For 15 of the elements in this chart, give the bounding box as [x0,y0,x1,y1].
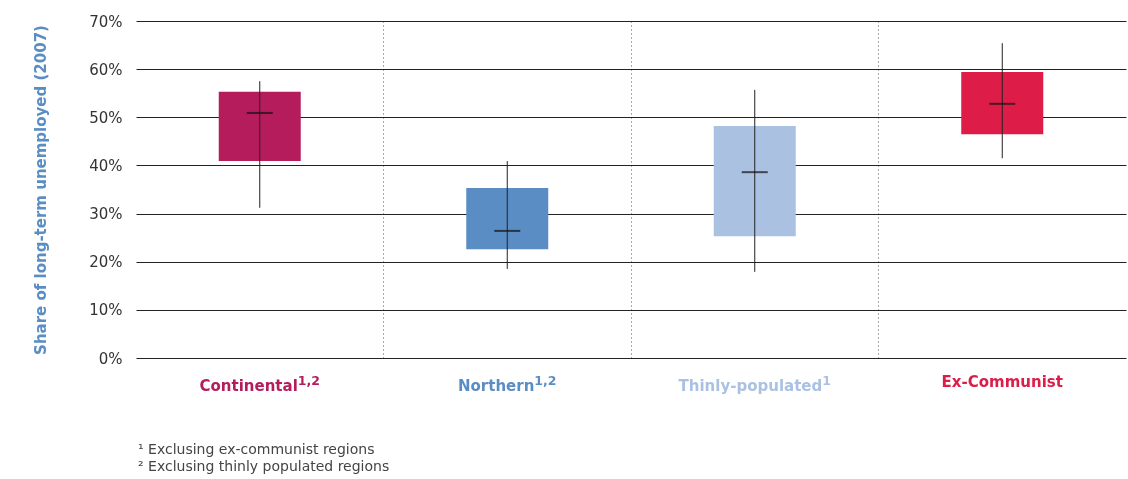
x-tick-label: Thinly-populated$^{1}$ [678,373,831,395]
x-tick-label: Northern$^{1,2}$ [457,373,557,395]
y-tick-label: 10% [89,301,123,320]
y-tick-label: 30% [89,205,123,224]
y-tick-label: 50% [89,108,123,127]
x-tick-label: Continental$^{1,2}$ [199,373,320,395]
y-tick-label: 20% [89,253,123,272]
text: ² Exclusing thinly populated regions [138,458,390,475]
y-tick-label: 0% [98,349,123,368]
y-tick-label: 60% [89,60,123,79]
y-tick-label: 40% [89,156,123,175]
y-axis-title: Share of long-term unemployed (2007) [32,25,51,355]
text: ¹ Exclusing ex-communist regions [138,441,376,458]
y-tick-label: 70% [89,12,123,31]
x-tick-label: Ex-Communist [941,373,1063,391]
